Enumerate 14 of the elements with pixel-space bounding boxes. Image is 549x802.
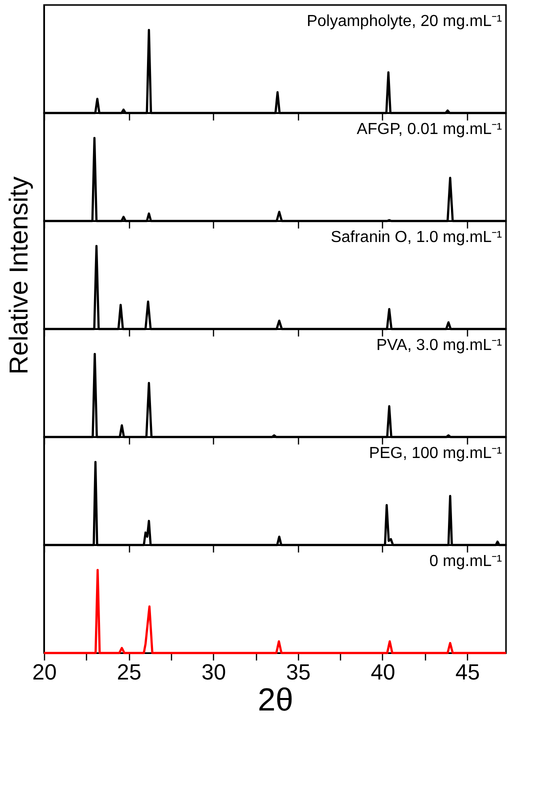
x-tick-label: 20 [32,660,57,684]
x-tick-label: 40 [370,660,396,684]
y-axis-title: Relative Intensity [4,176,34,374]
text: PVA, 3.0 mg.mL⁻¹ [376,337,502,354]
text: Polyampholyte, 20 mg.mL⁻¹ [306,13,502,30]
x-tick-label: 45 [455,660,480,684]
x-tick-label: 30 [201,660,226,684]
x-axis-title: 2θ [258,682,294,718]
text: 0 mg.mL⁻¹ [429,553,502,570]
text: Safranin O, 1.0 mg.mL⁻¹ [330,229,502,246]
text: AFGP, 0.01 mg.mL⁻¹ [356,121,502,138]
text: PEG, 100 mg.mL⁻¹ [368,445,502,462]
x-tick-label: 25 [116,660,142,684]
x-tick-label: 35 [286,660,311,684]
